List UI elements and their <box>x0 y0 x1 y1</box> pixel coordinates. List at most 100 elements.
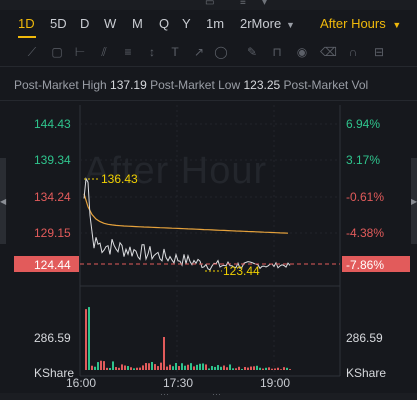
volume-bar <box>100 360 102 370</box>
price-line <box>83 177 291 271</box>
volume-bar <box>127 366 129 370</box>
volume-bar <box>283 367 285 370</box>
chevron-down-icon: ▼ <box>392 20 402 30</box>
tab-1m[interactable]: 1m <box>206 16 225 31</box>
rectangle-icon[interactable]: ▢ <box>51 45 63 59</box>
volume-bar <box>199 363 201 370</box>
volume-bar <box>172 366 174 370</box>
volume-bar <box>178 366 180 370</box>
volume-bar <box>229 364 231 370</box>
volume-bar <box>85 309 87 370</box>
tab-year[interactable]: Y <box>182 16 191 31</box>
lock-icon[interactable]: ⊓ <box>272 45 282 59</box>
volume-bar <box>148 363 150 370</box>
volume-bar <box>220 366 222 370</box>
eraser-icon[interactable]: ⌫ <box>320 45 337 59</box>
fib-icon[interactable]: ≡ <box>124 45 132 59</box>
menu-icon: ≡ <box>240 0 246 8</box>
tab-more[interactable]: 2rMore <box>240 16 282 31</box>
price-axis-label: 129.15 <box>34 226 71 240</box>
tab-1d[interactable]: 1D <box>18 16 35 31</box>
volume-bar <box>196 364 198 370</box>
dropdown-icon: ▾ <box>262 0 268 8</box>
average-price-line <box>83 193 289 234</box>
tab-month[interactable]: M <box>132 16 143 31</box>
right-collapse-handle[interactable]: ▶ <box>411 158 417 244</box>
volume-bar <box>274 368 276 370</box>
text-tool-icon[interactable]: T <box>171 45 179 59</box>
volume-bar <box>289 369 291 370</box>
volume-bar <box>259 367 261 370</box>
period-tab-bar: 1D 5D D W M Q Y 1m 2rMore ▼ <box>0 12 417 38</box>
volume-bar <box>187 364 189 370</box>
left-collapse-handle[interactable]: ◀ <box>0 158 6 244</box>
percent-axis-label: -0.61% <box>346 190 385 204</box>
drawing-toolbar <box>0 40 417 67</box>
volume-bar <box>280 369 282 370</box>
tab-quarter[interactable]: Q <box>159 16 170 31</box>
volume-bar <box>238 366 240 370</box>
post-market-low-value: 123.25 <box>243 78 281 92</box>
volume-bar <box>133 368 135 370</box>
tab-5d[interactable]: 5D <box>50 16 67 31</box>
pencil-icon[interactable]: ✎ <box>246 45 258 59</box>
post-market-low-label: Post-Market Low <box>150 78 241 92</box>
volume-bar <box>124 365 126 370</box>
volume-bar <box>184 365 186 370</box>
time-axis-label: 19:00 <box>260 376 291 390</box>
volume-bar <box>151 361 153 370</box>
volume-bar <box>163 337 165 370</box>
volume-bar <box>94 366 96 370</box>
chevron-down-icon[interactable]: ▼ <box>286 20 295 30</box>
post-market-high-value: 137.19 <box>110 78 147 92</box>
volume-bar <box>157 366 159 370</box>
volume-bar <box>211 366 213 370</box>
drag-handle-icon[interactable]: ⋯ <box>212 389 221 399</box>
volume-bar <box>286 367 288 370</box>
volume-bar <box>232 368 234 370</box>
magnet-icon[interactable]: ∩ <box>348 45 358 59</box>
drag-handle-icon[interactable]: ⋯ <box>160 389 169 399</box>
price-axis-label: 144.43 <box>34 117 71 131</box>
chevron-left-icon: ◀ <box>0 197 7 206</box>
trend-line-icon[interactable]: ⟋ <box>27 45 37 59</box>
session-dropdown-label: After Hours <box>320 16 386 31</box>
tab-day[interactable]: D <box>80 16 90 31</box>
volume-bar <box>88 307 90 370</box>
current-price-badge <box>14 256 79 272</box>
bottom-strip: ⋯ ⋯ <box>0 389 417 400</box>
volume-bar <box>112 361 114 370</box>
volume-bar <box>109 367 111 370</box>
low-annotation: 123.44 <box>223 264 260 278</box>
ellipse-icon[interactable]: ◯ <box>214 45 228 59</box>
volume-bar <box>103 361 105 370</box>
volume-bar <box>160 362 162 370</box>
volume-axis-label: 286.59 <box>34 331 71 345</box>
volume-bar <box>277 367 279 370</box>
arrow-tool-icon[interactable]: ↗ <box>193 45 205 59</box>
price-axis-label: 139.34 <box>34 153 71 167</box>
volume-bar <box>256 365 258 370</box>
percent-axis-label: -4.38% <box>346 226 385 240</box>
eye-icon[interactable]: ◉ <box>296 45 308 59</box>
tab-week[interactable]: W <box>104 16 117 31</box>
ray-icon[interactable]: ⊢ <box>74 45 86 59</box>
channel-icon[interactable]: ⫽ <box>101 45 107 59</box>
volume-bar <box>217 365 219 370</box>
chart-grid <box>80 105 340 376</box>
volume-bar <box>247 367 249 370</box>
active-tab-indicator <box>18 36 36 38</box>
volume-bar <box>262 368 264 370</box>
volume-bar <box>154 364 156 370</box>
percent-axis-label: 3.17% <box>346 153 381 167</box>
volume-bar <box>253 366 255 370</box>
measure-icon[interactable]: ↕ <box>149 45 155 59</box>
session-watermark: After Hour <box>84 150 268 192</box>
volume-bar <box>118 367 120 370</box>
volume-bar <box>97 362 99 370</box>
session-dropdown[interactable]: After Hours ▼ <box>320 16 401 31</box>
volume-bar <box>166 366 168 370</box>
delete-icon[interactable]: ⊟ <box>373 45 385 59</box>
volume-bar <box>202 363 204 370</box>
